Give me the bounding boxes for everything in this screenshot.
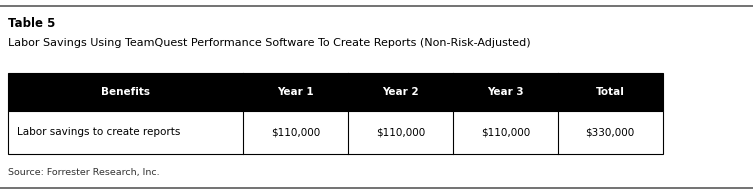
Text: $110,000: $110,000 (480, 127, 530, 137)
Text: $110,000: $110,000 (271, 127, 321, 137)
Text: $330,000: $330,000 (586, 127, 635, 137)
Text: Total: Total (596, 87, 625, 97)
Text: Year 2: Year 2 (383, 87, 419, 97)
Text: $110,000: $110,000 (376, 127, 425, 137)
Text: Labor savings to create reports: Labor savings to create reports (17, 127, 180, 137)
Text: Year 1: Year 1 (277, 87, 314, 97)
Text: Labor Savings Using TeamQuest Performance Software To Create Reports (Non-Risk-A: Labor Savings Using TeamQuest Performanc… (8, 38, 530, 48)
Text: Table 5: Table 5 (8, 17, 55, 30)
Text: Year 3: Year 3 (487, 87, 524, 97)
FancyBboxPatch shape (8, 111, 663, 154)
Text: Source: Forrester Research, Inc.: Source: Forrester Research, Inc. (8, 168, 159, 177)
Text: Benefits: Benefits (101, 87, 150, 97)
FancyBboxPatch shape (8, 73, 663, 111)
